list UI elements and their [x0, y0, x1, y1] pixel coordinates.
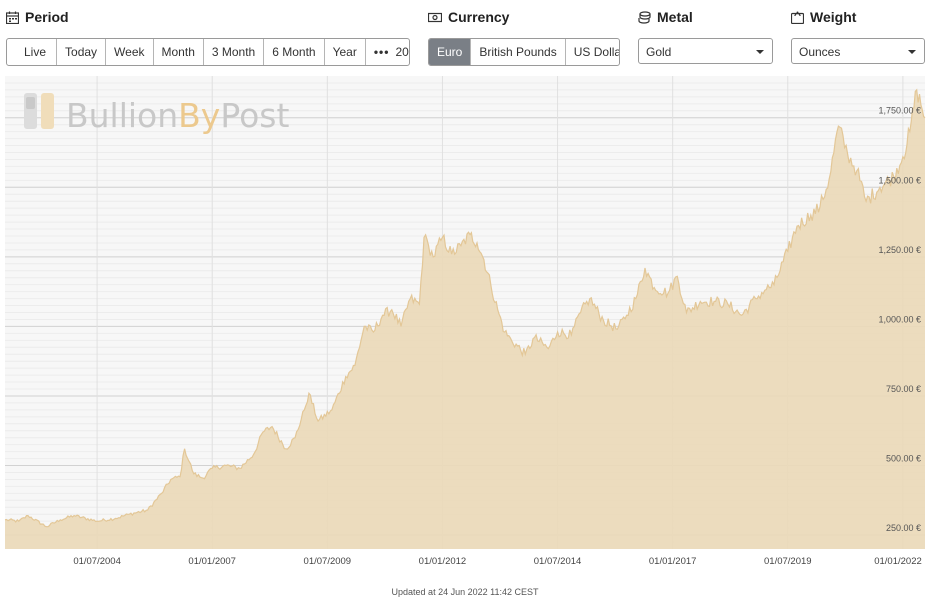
period-title: Period — [25, 9, 69, 25]
period-live-button[interactable]: Live — [7, 39, 58, 65]
weight-title: Weight — [810, 9, 857, 25]
banknote-icon — [428, 12, 442, 22]
period-month-button[interactable]: Month — [154, 39, 204, 65]
currency-button-group: Euro British Pounds US Dollar — [428, 38, 620, 66]
y-tick-label: 250.00 € — [886, 523, 921, 533]
period-year-button[interactable]: Year — [325, 39, 366, 65]
period-today-button[interactable]: Today — [57, 39, 107, 65]
coin-stack-icon — [638, 10, 651, 24]
period-heading: Period — [6, 9, 69, 25]
currency-euro-button[interactable]: Euro — [429, 39, 472, 65]
logo-bar-gold-icon — [41, 93, 54, 129]
weight-select[interactable]: Ounces — [791, 38, 925, 64]
watermark-text: BullionByPost — [66, 96, 289, 135]
y-tick-label: 500.00 € — [886, 454, 921, 464]
watermark-by: By — [178, 96, 220, 135]
x-tick-label: 01/07/2019 — [764, 556, 812, 567]
x-tick-label: 01/01/2012 — [419, 556, 467, 567]
period-6month-button[interactable]: 6 Month — [264, 39, 325, 65]
currency-title: Currency — [448, 9, 510, 25]
weight-select-value: Ounces — [799, 45, 841, 59]
x-tick-label: 01/01/2022 — [874, 556, 922, 567]
x-tick-label: 01/01/2007 — [188, 556, 236, 567]
currency-usd-button[interactable]: US Dollar — [573, 45, 620, 59]
y-tick-label: 1,000.00 € — [878, 314, 921, 324]
x-axis-labels: 01/07/2004 01/01/2007 01/07/2009 01/01/2012… — [73, 556, 921, 567]
period-more-label: 20Y — [395, 45, 409, 59]
metal-select[interactable]: Gold — [638, 38, 773, 64]
more-dots-icon: ••• — [373, 45, 390, 59]
x-tick-label: 01/07/2014 — [534, 556, 582, 567]
price-line — [4, 88, 926, 528]
y-tick-label: 1,750.00 € — [878, 106, 921, 116]
y-axis-labels: 250.00 € 500.00 € 750.00 € 1,000.00 € 1,250.… — [878, 106, 921, 533]
chevron-down-icon — [908, 50, 916, 54]
period-button-group: Live Today Week Month 3 Month 6 Month Ye… — [6, 38, 410, 66]
currency-heading: Currency — [428, 9, 509, 25]
period-3month-button[interactable]: 3 Month — [204, 39, 265, 65]
calendar-icon — [6, 11, 19, 24]
x-tick-label: 01/07/2004 — [73, 556, 121, 567]
price-area — [5, 89, 925, 550]
chevron-down-icon — [756, 50, 764, 54]
price-chart[interactable]: BullionByPost 250.00 € 500.00 € 750.00 € 1,… — [0, 74, 930, 579]
x-tick-label: 01/01/2017 — [649, 556, 697, 567]
weight-icon — [791, 11, 804, 24]
metal-title: Metal — [657, 9, 693, 25]
updated-timestamp: Updated at 24 Jun 2022 11:42 CEST — [391, 587, 539, 597]
currency-gbp-button[interactable]: British Pounds — [471, 39, 566, 65]
logo-bar-highlight-icon — [26, 97, 35, 109]
watermark-post: Post — [220, 96, 289, 135]
watermark-logo: BullionByPost — [24, 93, 289, 135]
y-tick-label: 1,250.00 € — [878, 245, 921, 255]
period-week-button[interactable]: Week — [106, 39, 154, 65]
x-tick-label: 01/07/2009 — [304, 556, 352, 567]
y-tick-label: 750.00 € — [886, 384, 921, 394]
metal-select-value: Gold — [646, 45, 672, 59]
period-more-dropdown[interactable]: ••• 20Y — [366, 39, 409, 65]
metal-heading: Metal — [638, 9, 693, 25]
y-tick-label: 1,500.00 € — [878, 175, 921, 185]
watermark-bullion: Bullion — [66, 96, 178, 135]
weight-heading: Weight — [791, 9, 856, 25]
